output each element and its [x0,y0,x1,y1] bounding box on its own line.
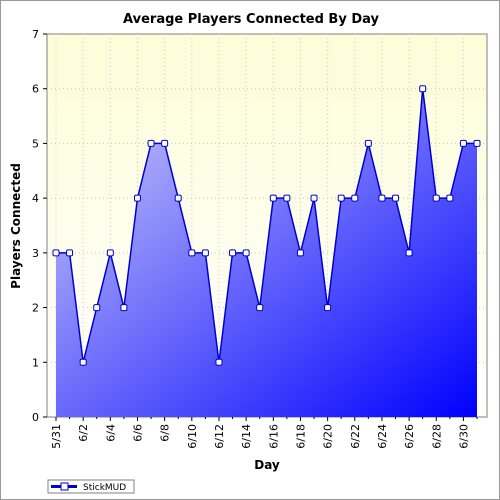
data-point: 6/25: 4 [392,194,400,202]
data-point: 6/3: 2 [93,304,101,312]
y-axis: 0 1 2 3 4 5 6 7 [32,28,47,424]
data-point: 6/6: 4 [133,194,141,202]
x-tick-label: 6/18 [294,424,307,449]
x-tick-label: 6/22 [349,424,362,449]
x-axis: 5/31 6/2 6/4 6/6 6/8 6/10 6/12 6/14 6/16 6/18 6/20… [50,417,478,449]
y-tick-label: 5 [32,137,39,150]
data-point: 6/23: 5 [364,139,372,147]
data-point: 6/21: 4 [337,194,345,202]
data-point: 6/15: 2 [256,304,264,312]
y-tick-label: 2 [32,302,39,315]
x-tick-label: 6/26 [403,424,416,449]
legend-swatch-marker [60,482,69,491]
data-point: 6/22: 4 [351,194,359,202]
chart-title: Average Players Connected By Day [123,12,379,27]
x-tick-label: 6/28 [430,424,443,449]
x-tick-label: 6/20 [322,424,335,449]
x-tick-label: 6/30 [457,424,470,449]
y-tick-label: 7 [32,28,39,41]
data-point: 6/14: 3 [242,249,250,257]
data-point: 6/27: 6 [419,85,427,93]
x-tick-label: 6/4 [104,424,117,442]
data-point: 6/19: 4 [310,194,318,202]
x-tick-label: 6/12 [213,424,226,449]
x-axis-label: Day [254,458,280,472]
data-point: 6/11: 3 [201,249,209,257]
x-tick-label: 6/14 [240,424,253,449]
data-point: 6/16: 4 [269,194,277,202]
data-point: 7/1: 5 [473,139,481,147]
x-tick-label: 6/8 [159,424,172,442]
series-line [56,88,477,363]
data-point: 6/7: 5 [147,139,155,147]
y-axis-label: Players Connected [9,163,23,289]
data-point: 6/10: 3 [188,249,196,257]
data-point: 6/30: 5 [459,139,467,147]
legend-label: StickMUD [83,483,126,493]
y-tick-label: 4 [32,192,39,205]
data-point: 6/9: 4 [174,194,182,202]
x-tick-label: 6/10 [186,424,199,449]
data-markers: 5/31: 3 6/1: 3 6/2: 1 6/3: 2 6/4: 3 6/5: 2 6/6… [52,85,481,366]
data-point: 6/18: 3 [296,249,304,257]
x-tick-label: 6/24 [376,424,389,449]
data-point: 6/4: 3 [106,249,114,257]
y-tick-label: 1 [32,356,39,369]
x-tick-label: 6/2 [77,424,90,442]
data-point: 6/5: 2 [120,304,128,312]
data-point: 6/1: 3 [66,249,74,257]
data-point: 6/20: 2 [324,304,332,312]
data-point: 6/13: 3 [229,249,237,257]
data-point: 6/17: 4 [283,194,291,202]
data-point: 5/31: 3 [52,249,60,257]
legend: StickMUD [47,479,135,494]
data-point: 6/8: 5 [161,139,169,147]
data-point: 6/26: 3 [405,249,413,257]
data-point: 6/12: 1 [215,358,223,366]
data-point: 6/28: 4 [432,194,440,202]
x-tick-label: 6/16 [267,424,280,449]
data-point: 6/2: 1 [79,358,87,366]
data-point: 6/24: 4 [378,194,386,202]
y-tick-label: 3 [32,247,39,260]
x-tick-label: 5/31 [50,424,63,449]
data-point: 6/29: 4 [446,194,454,202]
series-line-stickmud [56,88,477,363]
y-tick-label: 6 [32,83,39,96]
y-tick-label: 0 [32,411,39,424]
x-tick-label: 6/6 [131,424,144,442]
legend-box [47,479,135,494]
